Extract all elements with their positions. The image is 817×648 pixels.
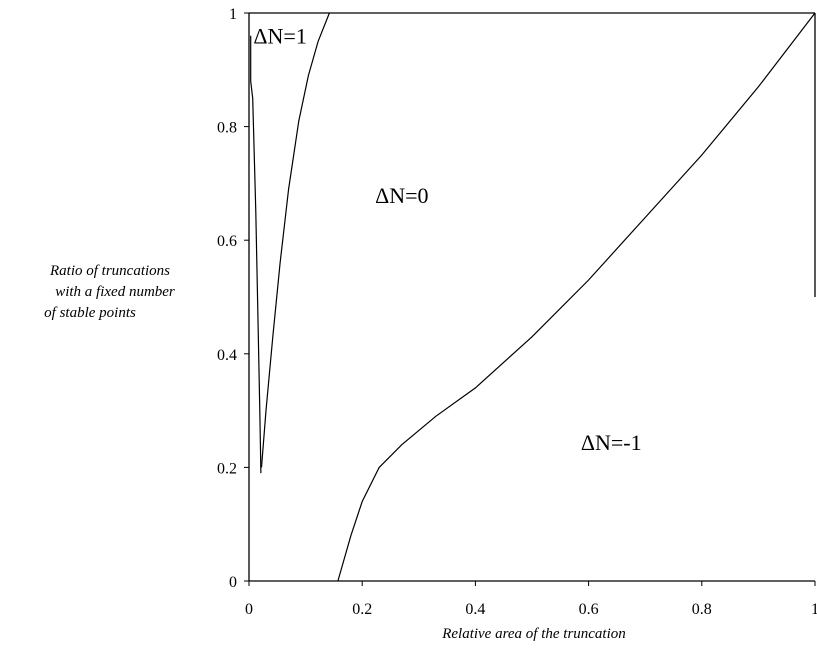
y-tick-label: 0.6 bbox=[217, 233, 237, 250]
boundary-curve-3 bbox=[337, 12, 816, 582]
curves bbox=[250, 12, 816, 582]
y-tick-label: 0 bbox=[229, 574, 237, 591]
region-label: ΔN=-1 bbox=[581, 430, 642, 455]
x-tick-label: 0 bbox=[245, 601, 253, 618]
x-tick-label: 0.2 bbox=[352, 601, 372, 618]
y-tick-label: 0.8 bbox=[217, 120, 237, 137]
plot-frame bbox=[248, 12, 816, 582]
x-tick-label: 0.8 bbox=[692, 601, 712, 618]
y-tick-label: 1 bbox=[229, 6, 237, 23]
tick-labels: 0 0.2 0.4 0.6 0.8 1 0 0.2 0.4 0.6 0.8 1 bbox=[217, 6, 817, 618]
y-axis-label-line-2: with a fixed number bbox=[55, 284, 175, 300]
x-tick-label: 0.4 bbox=[465, 601, 485, 618]
y-axis-label-line-1: Ratio of truncations bbox=[49, 263, 170, 279]
y-tick-label: 0.4 bbox=[217, 347, 237, 364]
x-axis-label: Relative area of the truncation bbox=[441, 626, 626, 642]
region-labels: ΔN=1 ΔN=0 ΔN=-1 bbox=[253, 24, 641, 455]
x-tick-label: 0.6 bbox=[579, 601, 599, 618]
region-label: ΔN=1 bbox=[253, 24, 306, 49]
y-tick-label: 0.2 bbox=[217, 460, 237, 477]
boundary-curve-1 bbox=[250, 35, 262, 474]
y-axis-label-line-3: of stable points bbox=[44, 305, 136, 321]
boundary-curve-2 bbox=[260, 12, 330, 468]
region-label: ΔN=0 bbox=[375, 183, 428, 208]
x-tick-label: 1 bbox=[811, 601, 817, 618]
